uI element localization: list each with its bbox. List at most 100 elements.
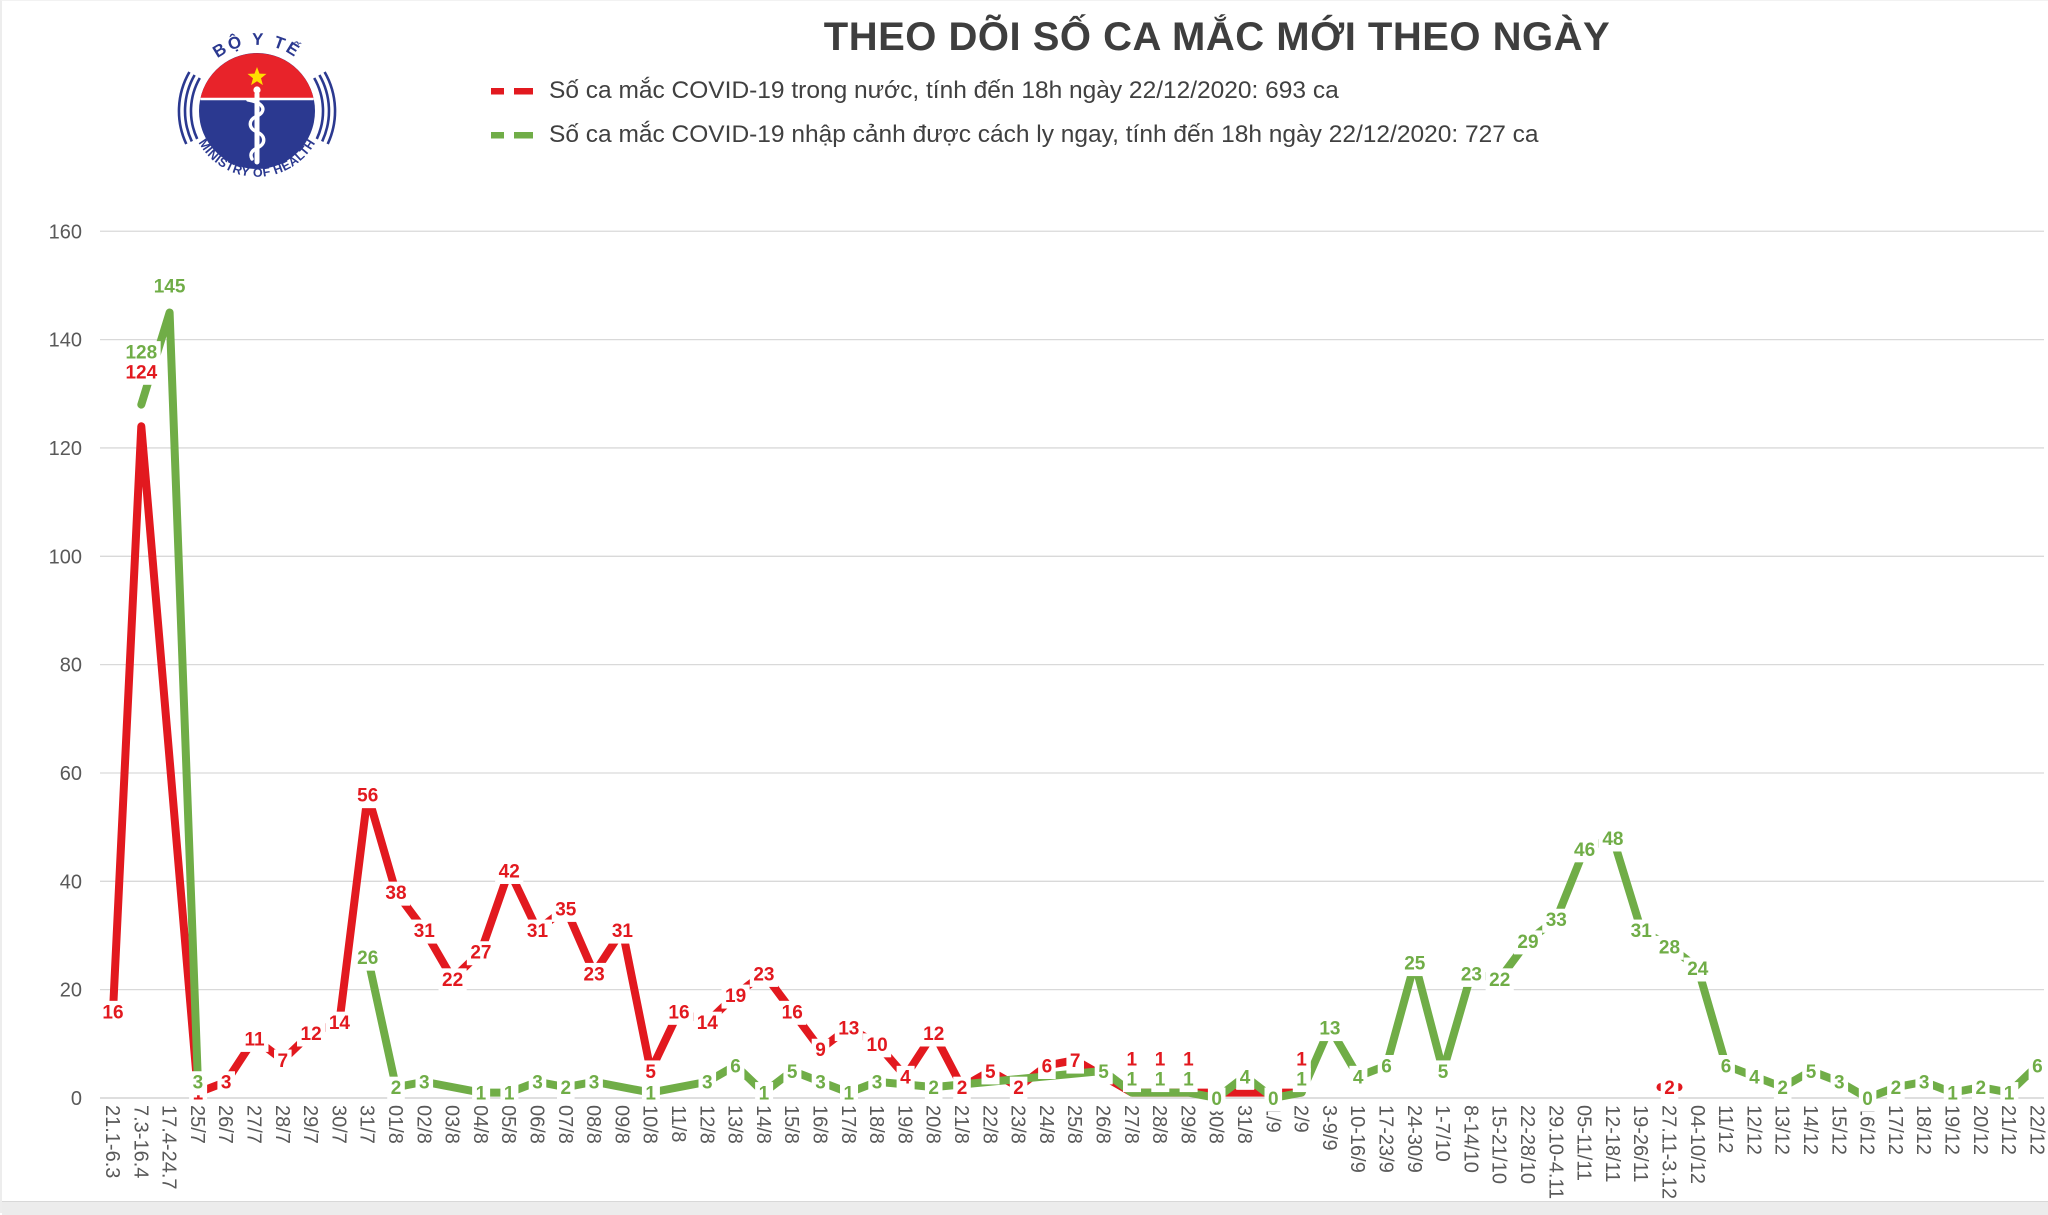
data-label-bg (1485, 968, 1514, 993)
data-label-bg (863, 1033, 892, 1058)
data-label-0: 7 (278, 1051, 289, 1072)
x-tick-label: 15/12 (1827, 1105, 1849, 1155)
x-tick-label: 12-18/11 (1601, 1105, 1623, 1182)
data-label-1: 3 (532, 1073, 543, 1094)
x-tick-label: 29/7 (299, 1105, 321, 1144)
x-tick-label: 03/8 (441, 1105, 463, 1144)
data-label-0: 1 (1296, 1050, 1307, 1071)
data-label-1: 25 (1404, 954, 1426, 975)
data-label-1: 2 (1777, 1078, 1788, 1099)
data-label-0: 56 (357, 786, 378, 807)
data-label-bg (325, 1011, 354, 1036)
data-label-bg (438, 968, 467, 993)
data-label-1: 3 (702, 1073, 713, 1094)
data-label-0: 42 (499, 861, 520, 882)
data-label-bg (1292, 1048, 1311, 1073)
data-label-1: 3 (193, 1073, 204, 1094)
data-label-0: 27 (470, 943, 491, 964)
x-tick-label: 04/8 (469, 1105, 491, 1144)
x-tick-label: 22-28/10 (1516, 1105, 1538, 1184)
x-tick-label: 2/9 (1290, 1105, 1312, 1133)
data-label-bg (2000, 1082, 2019, 1107)
data-label-bg (981, 1060, 1000, 1085)
data-label-bg (1315, 1017, 1344, 1042)
series-line-0 (109, 422, 1306, 1097)
data-label-0: 2 (957, 1078, 968, 1099)
data-label-1: 1 (504, 1084, 515, 1105)
x-tick-label: 15/8 (780, 1105, 802, 1144)
data-label-bg (834, 1017, 863, 1042)
chart-title: THEO DÕI SỐ CA MẮC MỚI THEO NGÀY (823, 15, 1611, 59)
red-dashed-line-icon (491, 87, 533, 94)
x-tick-label: 11/12 (1714, 1105, 1736, 1154)
x-tick-label: 19/12 (1941, 1105, 1963, 1155)
y-axis-labels: 0 20 40 60 80 100 120 140 160 (49, 221, 82, 1110)
x-tick-label: 25/8 (1063, 1105, 1085, 1144)
data-label-1: 2 (561, 1078, 572, 1099)
data-label-bg (557, 1076, 575, 1101)
data-label-1: 1 (1127, 1070, 1138, 1091)
x-tick-label: 17.4-24.7 (158, 1105, 180, 1190)
x-tick-label: 27.11-3.12 (1658, 1105, 1680, 1199)
x-tick-label: 26/8 (1092, 1105, 1114, 1144)
data-label-0: 4 (900, 1067, 911, 1088)
data-label-bg (585, 1071, 603, 1096)
y-tick-label: 0 (71, 1088, 82, 1110)
x-tick-label: 31/8 (1233, 1105, 1255, 1144)
x-tick-label: 07/8 (554, 1105, 576, 1144)
data-label-0: 1 (1183, 1050, 1194, 1071)
data-label-1: 6 (2032, 1056, 2043, 1077)
data-label-bg (121, 341, 161, 366)
x-tick-label: 04-10/12 (1686, 1105, 1708, 1184)
x-tick-label: 18/12 (1912, 1105, 1934, 1155)
y-tick-label: 140 (49, 330, 82, 352)
data-label-bg (1151, 1068, 1170, 1093)
data-label-bg (495, 859, 524, 884)
data-label-1: 6 (1721, 1056, 1732, 1077)
data-label-bg (1972, 1076, 1990, 1101)
legend-label-domestic: Số ca mắc COVID-19 trong nước, tính đến … (549, 76, 1339, 104)
x-tick-label: 11/8 (667, 1105, 689, 1142)
data-label-0: 38 (385, 883, 406, 904)
data-label-bg (783, 1060, 802, 1085)
data-label-bg (811, 1071, 830, 1096)
data-label-1: 2 (928, 1078, 939, 1099)
series-line-1 (363, 833, 2042, 1102)
x-tick-label: 26/7 (214, 1105, 236, 1144)
data-label-0: 1 (1155, 1050, 1166, 1071)
data-label-bg (778, 1000, 807, 1025)
data-label-1: 6 (730, 1056, 741, 1077)
data-label-1: 1 (2004, 1084, 2015, 1105)
data-label-bg (1179, 1068, 1198, 1093)
x-tick-label: 16/12 (1856, 1105, 1878, 1155)
data-label-bg (523, 919, 552, 944)
data-label-bg (1598, 827, 1627, 852)
x-tick-label: 8-14/10 (1459, 1105, 1481, 1173)
data-label-1: 5 (1438, 1062, 1449, 1083)
data-label-0: 124 (125, 362, 157, 383)
x-tick-label: 10/8 (639, 1105, 661, 1144)
data-label-0: 13 (838, 1019, 859, 1040)
data-labels: 1612413117121456383122274231352331516141… (98, 275, 2047, 1112)
data-label-0: 5 (645, 1062, 656, 1083)
data-label-1: 29 (1517, 932, 1538, 953)
data-label-bg (410, 919, 439, 944)
data-label-0: 12 (301, 1024, 322, 1045)
data-label-bg (1400, 952, 1430, 977)
y-tick-label: 80 (60, 655, 82, 677)
y-tick-label: 40 (60, 871, 82, 893)
legend-item-imported: Số ca mắc COVID-19 nhập cảnh được cách l… (489, 119, 1539, 150)
data-label-bg (1915, 1071, 1933, 1096)
data-label-1: 3 (872, 1073, 883, 1094)
data-label-bg (150, 275, 190, 300)
data-label-1: 5 (1098, 1062, 1109, 1083)
data-label-bg (749, 962, 778, 987)
y-tick-label: 160 (49, 221, 82, 243)
data-label-bg (415, 1071, 434, 1096)
data-label-bg (953, 1076, 971, 1101)
data-label-bg (2028, 1054, 2047, 1079)
data-label-bg (1943, 1082, 1962, 1107)
data-label-0: 35 (555, 899, 577, 920)
logo-side-arcs (177, 71, 337, 145)
